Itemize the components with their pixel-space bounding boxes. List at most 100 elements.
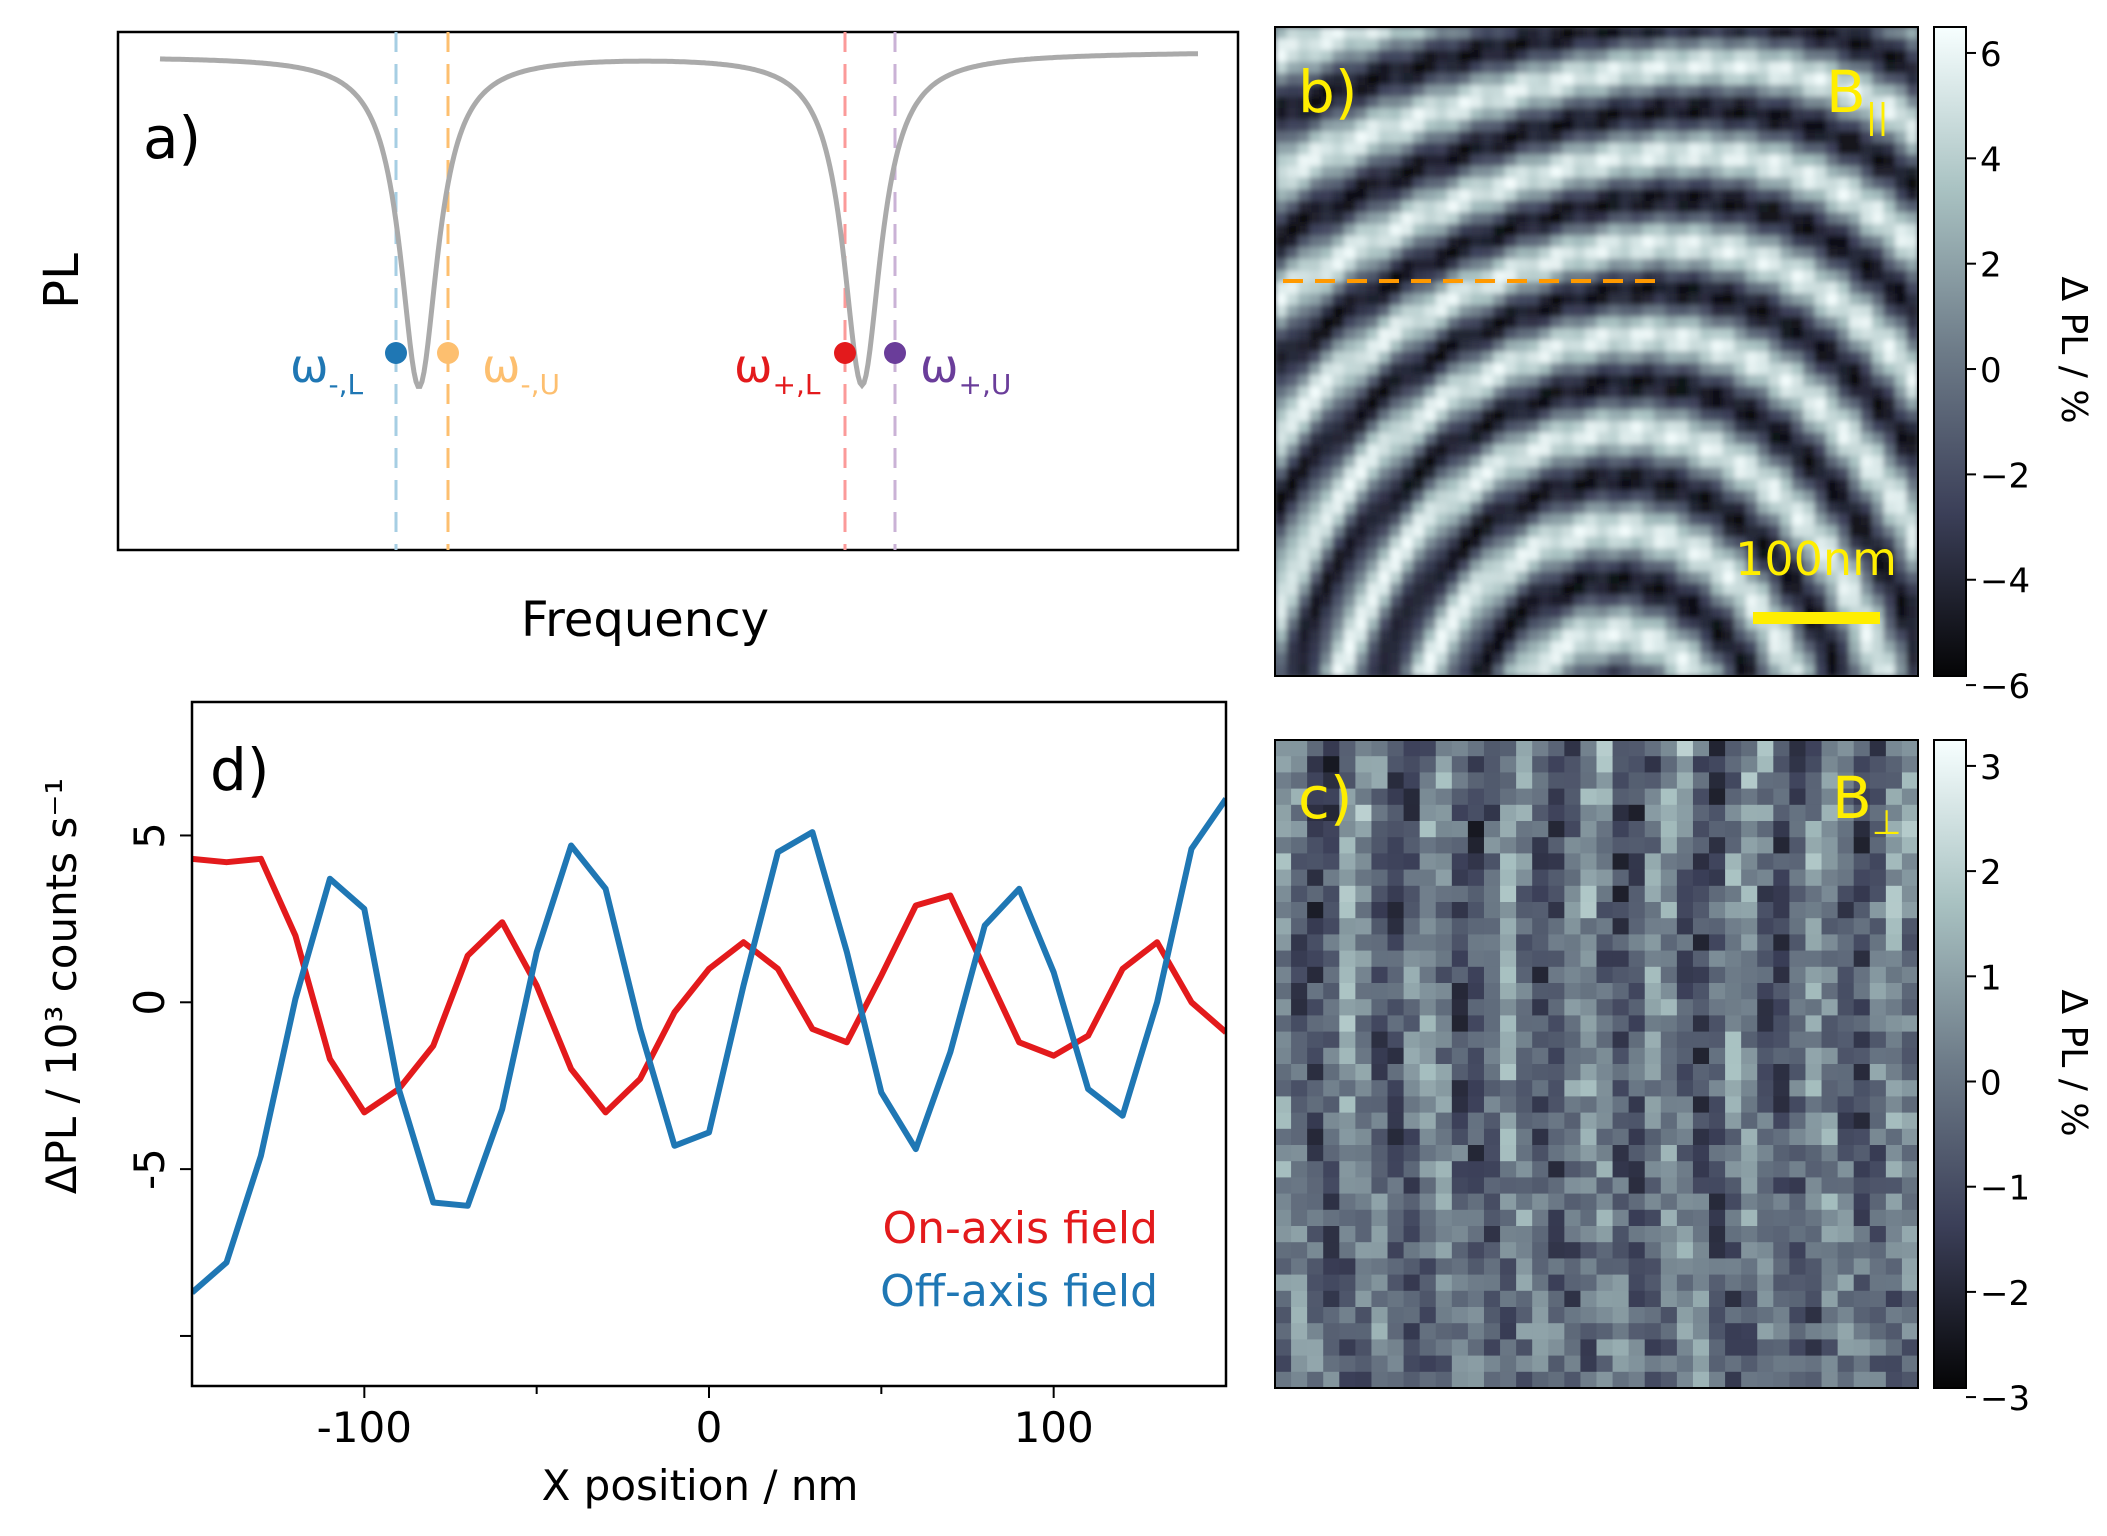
map-b-pixel <box>1711 224 1724 237</box>
map-b-pixel <box>1389 606 1402 619</box>
map-b-pixel <box>1780 38 1793 51</box>
map-c-pixel <box>1773 1031 1791 1049</box>
map-c-pixel <box>1773 1064 1791 1081</box>
map-b-pixel <box>1332 629 1345 642</box>
map-c-pixel <box>1516 1274 1533 1292</box>
map-b-pixel <box>1849 119 1862 132</box>
map-b-pixel <box>1676 142 1689 156</box>
map-b-pixel <box>1355 560 1368 573</box>
map-b-pixel <box>1355 548 1368 561</box>
map-b-pixel <box>1757 583 1770 596</box>
map-c-pixel <box>1676 740 1694 757</box>
map-b-pixel <box>1378 409 1391 422</box>
map-c-pixel <box>1451 1080 1469 1097</box>
map-b-pixel <box>1435 119 1448 132</box>
map-b-pixel <box>1688 606 1701 619</box>
map-b-pixel <box>1860 224 1873 237</box>
map-b-pixel <box>1309 606 1322 619</box>
map-b-pixel <box>1320 502 1334 515</box>
map-b-pixel <box>1665 61 1678 74</box>
panel-c-frame <box>1274 739 1919 1389</box>
map-b-pixel <box>1768 177 1781 190</box>
map-b-pixel <box>1607 119 1621 132</box>
map-c-pixel <box>1467 1371 1485 1388</box>
map-b-pixel <box>1539 50 1552 63</box>
map-b-pixel <box>1435 525 1448 538</box>
map-b-pixel <box>1527 351 1540 364</box>
map-b-pixel <box>1458 583 1471 596</box>
map-b-pixel <box>1550 305 1563 318</box>
map-b-pixel <box>1745 224 1758 237</box>
map-b-pixel <box>1539 154 1552 167</box>
map-b-pixel <box>1550 328 1563 341</box>
map-b-pixel <box>1895 455 1908 468</box>
map-c-pixel <box>1885 1371 1903 1388</box>
map-b-pixel <box>1642 247 1655 260</box>
map-c-pixel <box>1339 1226 1356 1243</box>
map-c-pixel <box>1516 821 1533 838</box>
map-b-pixel <box>1883 594 1896 608</box>
map-b-pixel <box>1791 224 1804 237</box>
map-c-pixel <box>1837 1096 1855 1114</box>
map-b-pixel <box>1780 386 1793 399</box>
map-b-pixel <box>1906 235 1918 248</box>
map-b-pixel <box>1619 652 1632 666</box>
map-b-pixel <box>1389 235 1402 248</box>
map-c-pixel <box>1901 1339 1918 1357</box>
map-b-pixel <box>1619 166 1632 179</box>
map-c-pixel <box>1339 1258 1356 1276</box>
map-b-pixel <box>1355 502 1368 515</box>
map-c-pixel <box>1291 1161 1308 1178</box>
map-c-pixel <box>1644 1193 1662 1211</box>
map-b-pixel <box>1883 84 1896 98</box>
map-c-pixel <box>1709 1096 1726 1114</box>
map-b-pixel <box>1458 571 1471 584</box>
map-b-pixel <box>1653 212 1666 225</box>
map-b-pixel <box>1401 258 1414 271</box>
map-c-pixel <box>1580 1096 1598 1114</box>
map-b-pixel <box>1803 119 1816 132</box>
map-c-pixel <box>1805 1355 1823 1373</box>
map-c-pixel <box>1741 1177 1758 1195</box>
map-b-pixel <box>1688 247 1701 260</box>
map-c-pixel <box>1548 756 1565 773</box>
map-c-pixel <box>1821 1031 1839 1049</box>
map-b-pixel <box>1837 629 1850 642</box>
map-b-pixel <box>1699 212 1712 225</box>
map-c-pixel <box>1403 1209 1421 1227</box>
map-b-pixel <box>1527 212 1540 225</box>
map-b-pixel <box>1826 641 1839 654</box>
map-b-pixel <box>1470 50 1483 63</box>
map-c-pixel <box>1403 1145 1421 1162</box>
map-b-pixel <box>1401 652 1414 666</box>
map-b-pixel <box>1791 583 1804 596</box>
map-b-pixel <box>1895 38 1908 51</box>
map-c-pixel <box>1612 1064 1630 1081</box>
map-b-pixel <box>1493 305 1506 318</box>
map-b-pixel <box>1780 305 1793 318</box>
map-b-pixel <box>1653 536 1666 550</box>
map-b-pixel <box>1734 73 1747 86</box>
map-b-pixel <box>1688 328 1701 341</box>
map-c-pixel <box>1564 853 1582 871</box>
map-c-pixel <box>1612 772 1630 790</box>
map-b-pixel <box>1596 583 1609 596</box>
map-c-pixel <box>1291 885 1308 903</box>
map-c-pixel <box>1612 1177 1630 1195</box>
map-b-pixel <box>1527 664 1540 676</box>
map-b-pixel <box>1711 258 1724 271</box>
map-b-pixel <box>1803 560 1816 573</box>
map-c-pixel <box>1516 902 1533 919</box>
map-c-pixel <box>1628 1258 1646 1276</box>
map-b-pixel <box>1711 606 1724 619</box>
map-c-pixel <box>1885 934 1903 952</box>
map-c-pixel <box>1757 1096 1774 1114</box>
map-b-pixel <box>1481 235 1494 248</box>
map-c-pixel <box>1757 1371 1774 1388</box>
map-b-pixel <box>1447 606 1460 619</box>
map-b-pixel <box>1470 200 1483 214</box>
map-b-pixel <box>1768 27 1781 40</box>
map-c-pixel <box>1628 1193 1646 1211</box>
map-b-pixel <box>1527 108 1540 121</box>
map-b-pixel <box>1401 386 1414 399</box>
